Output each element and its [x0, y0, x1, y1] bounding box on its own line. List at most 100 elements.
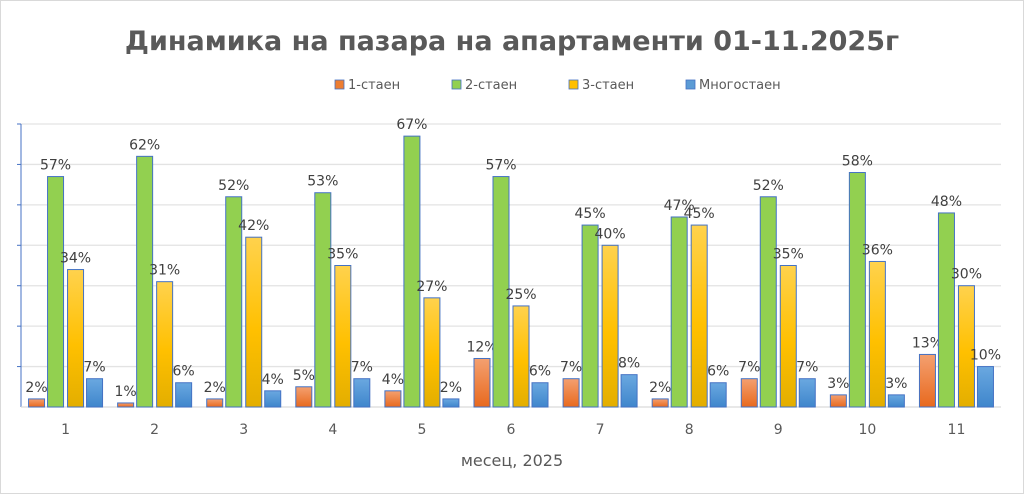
- data-label: 45%: [684, 206, 715, 222]
- bar-2-стаен: [492, 176, 510, 408]
- data-label: 13%: [912, 335, 943, 351]
- bar-2-стаен: [848, 172, 866, 408]
- data-label: 3%: [827, 376, 849, 392]
- bar-Многостаен: [86, 378, 104, 408]
- data-label: 57%: [40, 158, 71, 174]
- bar-2-стаен: [670, 216, 688, 408]
- legend-swatch: [334, 79, 345, 90]
- data-label: 62%: [129, 137, 160, 153]
- bar-Многостаен: [353, 378, 371, 408]
- data-label: 30%: [951, 267, 982, 283]
- data-label: 25%: [505, 287, 536, 303]
- bar-Многостаен: [175, 382, 193, 408]
- data-label: 57%: [485, 158, 516, 174]
- bar-3-стаен: [690, 224, 708, 408]
- data-label: 2%: [204, 380, 226, 396]
- bar-3-стаен: [957, 285, 975, 408]
- data-label: 6%: [707, 364, 729, 380]
- legend-swatch: [568, 79, 579, 90]
- data-label: 35%: [327, 247, 358, 263]
- data-label: 5%: [293, 368, 315, 384]
- bar-Многостаен: [798, 378, 816, 408]
- x-tick-label: 1: [61, 422, 70, 438]
- data-label: 34%: [60, 251, 91, 267]
- legend-label: 1-стаен: [348, 78, 400, 93]
- bar-3-стаен: [512, 305, 530, 408]
- data-label: 7%: [560, 360, 582, 376]
- bar-1-стаен: [28, 398, 46, 408]
- data-label: 3%: [885, 376, 907, 392]
- bar-Многостаен: [976, 366, 994, 408]
- bar-3-стаен: [334, 265, 352, 408]
- bar-3-стаен: [601, 244, 619, 408]
- data-label: 52%: [218, 178, 249, 194]
- bar-Многостаен: [442, 398, 460, 408]
- data-label: 7%: [796, 360, 818, 376]
- bar-3-стаен: [868, 260, 886, 408]
- bar-1-стаен: [562, 378, 580, 408]
- data-label: 2%: [25, 380, 47, 396]
- legend-label: 2-стаен: [465, 78, 517, 93]
- bar-3-стаен: [67, 269, 85, 408]
- bar-3-стаен: [156, 281, 174, 408]
- chart-title: Динамика на пазара на апартаменти 01-11.…: [125, 26, 899, 57]
- x-tick-label: 10: [858, 422, 876, 438]
- x-tick-labels: 1 2 3 4 5 6 7 8 9 10 11: [61, 422, 965, 438]
- data-label: 42%: [238, 218, 269, 234]
- bar-3-стаен: [779, 265, 797, 408]
- x-tick-label: 11: [948, 422, 966, 438]
- bar-2-стаен: [759, 196, 777, 408]
- data-label: 67%: [396, 117, 427, 133]
- x-tick-label: 3: [239, 422, 248, 438]
- bar-1-стаен: [295, 386, 313, 408]
- legend-swatch: [451, 79, 462, 90]
- bar-Многостаен: [620, 374, 638, 408]
- data-label: 6%: [529, 364, 551, 380]
- bar-1-стаен: [117, 402, 135, 408]
- bar-Многостаен: [264, 390, 282, 408]
- legend-swatch: [685, 79, 696, 90]
- bar-3-стаен: [423, 297, 441, 408]
- data-label: 7%: [83, 360, 105, 376]
- data-label: 4%: [262, 372, 284, 388]
- x-tick-label: 8: [685, 422, 694, 438]
- bar-Многостаен: [531, 382, 549, 408]
- bar-1-стаен: [740, 378, 758, 408]
- data-label: 7%: [351, 360, 373, 376]
- data-label: 6%: [173, 364, 195, 380]
- bar-1-стаен: [829, 394, 847, 408]
- data-label: 2%: [649, 380, 671, 396]
- data-label: 4%: [382, 372, 404, 388]
- data-label: 53%: [307, 174, 338, 190]
- x-axis-label: месец, 2025: [461, 451, 563, 470]
- bar-2-стаен: [314, 192, 332, 408]
- x-tick-label: 9: [774, 422, 783, 438]
- data-label: 8%: [618, 356, 640, 372]
- data-label: 31%: [149, 263, 180, 279]
- data-label: 58%: [842, 154, 873, 170]
- x-tick-label: 7: [596, 422, 605, 438]
- bar-1-стаен: [918, 353, 936, 408]
- data-label: 40%: [595, 226, 626, 242]
- bars: 2% 57% 34% 7% 1% 62% 31% 6% 2% 52% 42% 4% 5% 53% 35% 7%…: [25, 117, 1001, 408]
- bar-2-стаен: [581, 224, 599, 408]
- legend: 1-стаен 2-стаен 3-стаен Многостаен: [334, 78, 781, 93]
- bar-2-стаен: [403, 135, 421, 408]
- data-label: 35%: [773, 247, 804, 263]
- bar-Многостаен: [887, 394, 905, 408]
- bar-2-стаен: [225, 196, 243, 408]
- data-label: 10%: [970, 348, 1001, 364]
- data-label: 27%: [416, 279, 447, 295]
- x-tick-label: 2: [150, 422, 159, 438]
- data-label: 52%: [753, 178, 784, 194]
- data-label: 7%: [738, 360, 760, 376]
- x-tick-label: 4: [328, 422, 337, 438]
- bar-2-стаен: [937, 212, 955, 408]
- bar-3-стаен: [245, 236, 263, 408]
- x-tick-label: 6: [507, 422, 516, 438]
- data-label: 2%: [440, 380, 462, 396]
- data-label: 1%: [115, 384, 137, 400]
- data-label: 45%: [575, 206, 606, 222]
- data-label: 48%: [931, 194, 962, 210]
